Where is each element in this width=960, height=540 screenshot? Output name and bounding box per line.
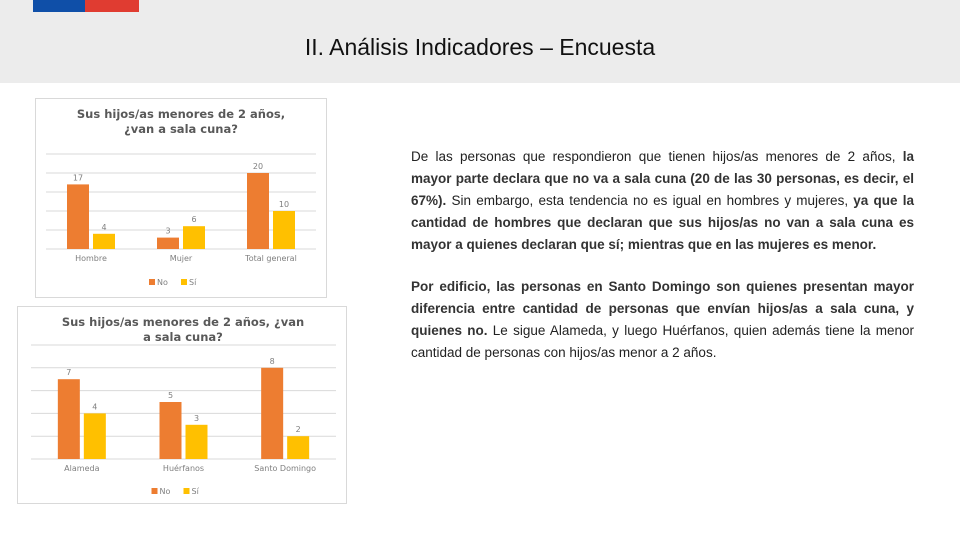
bar xyxy=(183,226,205,249)
legend-swatch xyxy=(183,488,190,494)
data-label: 3 xyxy=(165,227,170,236)
flag xyxy=(33,0,139,12)
legend-swatch xyxy=(151,488,158,494)
body-text: De las personas que respondieron que tie… xyxy=(411,146,914,384)
header-band: II. Análisis Indicadores – Encuesta xyxy=(0,0,960,83)
x-tick-label: Mujer xyxy=(170,254,193,263)
legend-swatch xyxy=(181,279,187,285)
bar xyxy=(261,367,284,459)
data-label: 20 xyxy=(253,162,263,171)
data-label: 7 xyxy=(66,368,71,377)
data-label: 6 xyxy=(191,215,196,224)
text-run: Por edificio, las personas en Santo Domi… xyxy=(411,279,914,338)
x-tick-label: Huérfanos xyxy=(163,463,204,473)
bar xyxy=(185,424,208,459)
bar xyxy=(287,436,310,459)
chart-plot: Hombre 17 4 Mujer 3 6 Total general 20 10 No Sí xyxy=(46,153,316,287)
paragraph: De las personas que respondieron que tie… xyxy=(411,146,914,256)
data-label: 17 xyxy=(73,173,83,182)
x-tick-label: Alameda xyxy=(64,464,99,473)
text-run: la mayor parte declara que no va a sala … xyxy=(411,149,914,208)
data-label: 4 xyxy=(101,223,106,232)
bar xyxy=(157,237,179,249)
paragraph: Por edificio, las personas en Santo Domi… xyxy=(411,276,914,364)
x-tick-label: Hombre xyxy=(75,254,107,263)
chart-title: Sus hijos/as menores de 2 años, ¿van a s… xyxy=(61,315,305,344)
data-label: 8 xyxy=(270,357,275,366)
legend-label: No xyxy=(157,278,168,287)
text-run: ya que la cantidad de hombres que declar… xyxy=(411,193,914,252)
data-label: 5 xyxy=(168,391,173,400)
x-tick-label: Total general xyxy=(244,254,297,263)
chart-title: Sus hijos/as menores de 2 años, ¿van a s… xyxy=(76,107,286,136)
slide-title: II. Análisis Indicadores – Encuesta xyxy=(304,34,656,60)
bar xyxy=(247,173,269,249)
data-label: 2 xyxy=(296,425,301,434)
bar xyxy=(67,184,89,249)
bar xyxy=(273,211,295,249)
bar xyxy=(83,413,106,459)
data-label: 4 xyxy=(92,402,97,411)
chart: Sus hijos/as menores de 2 años, ¿van a s… xyxy=(17,306,347,504)
chart-plot: Alameda 7 4 Huérfanos 5 3 Santo Domingo 8 2 No Sí xyxy=(31,344,336,496)
bar xyxy=(57,379,80,459)
text-run: De las personas que respondieron que tie… xyxy=(411,149,903,164)
legend-label: No xyxy=(160,487,171,496)
data-label: 10 xyxy=(279,200,289,209)
legend-label: Sí xyxy=(189,278,197,287)
text-run: Le sigue Alameda, y luego Huérfanos, qui… xyxy=(411,323,914,360)
bar xyxy=(93,233,115,249)
legend-label: Sí xyxy=(192,487,200,496)
bar xyxy=(159,402,182,459)
chart: Sus hijos/as menores de 2 años, ¿van a s… xyxy=(35,98,327,298)
data-label: 3 xyxy=(194,414,199,423)
text-run: Sin embargo, esta tendencia no es igual … xyxy=(446,193,854,208)
x-tick-label: Santo Domingo xyxy=(254,464,316,473)
legend-swatch xyxy=(149,279,155,285)
